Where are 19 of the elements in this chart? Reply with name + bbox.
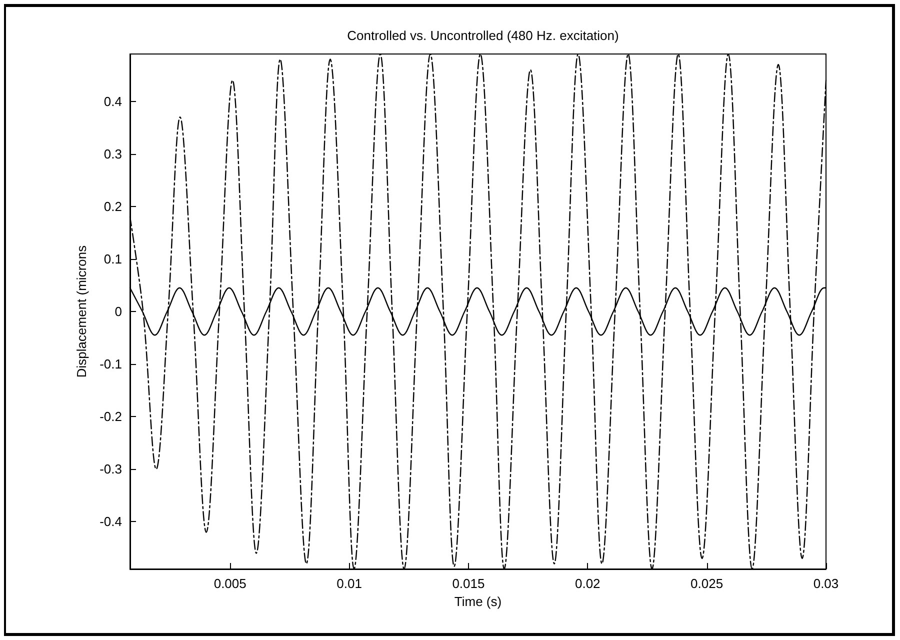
y-tick-label: -0.2 [100, 409, 122, 424]
y-tick-label: -0.4 [100, 514, 122, 530]
y-tick-label: -0.3 [100, 462, 122, 477]
x-tick-label: 0.03 [813, 576, 839, 591]
y-tick-label: 0 [114, 304, 122, 319]
y-tick-label: 0.3 [104, 146, 122, 162]
x-tick-label: 0.02 [574, 576, 600, 591]
x-tick-label: 0.01 [336, 576, 362, 591]
y-tick-label: 0.1 [104, 251, 122, 266]
chart-title: Controlled vs. Uncontrolled (480 Hz. excitation) [347, 28, 619, 43]
x-axis-title: Time (s) [454, 594, 502, 609]
line-series [129, 53, 827, 570]
y-tick-label: 0.2 [104, 198, 122, 214]
x-tick-label: 0.015 [452, 576, 485, 591]
x-tick-label: 0.005 [214, 576, 246, 591]
y-axis-title: Displacement (microns [74, 244, 89, 378]
y-tick-label: -0.1 [100, 356, 122, 372]
x-tick-label: 0.025 [690, 576, 724, 591]
y-tick-label: 0.4 [104, 94, 122, 109]
